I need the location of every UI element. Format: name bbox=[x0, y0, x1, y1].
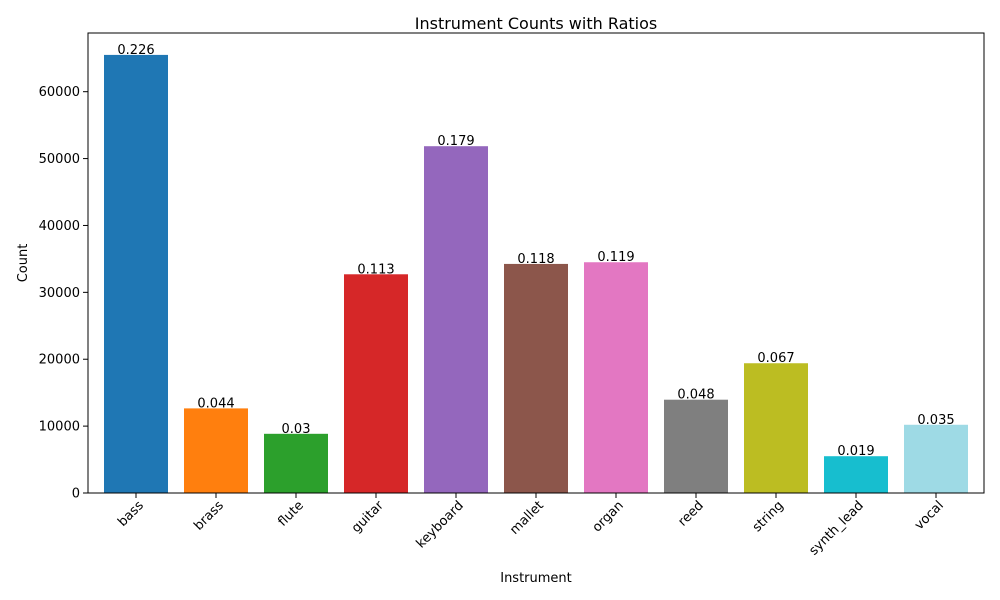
y-tick-label-50000: 50000 bbox=[39, 152, 80, 167]
x-tick-label-bass: bass bbox=[115, 498, 147, 530]
bar-brass bbox=[184, 408, 248, 493]
x-tick-label-flute: flute bbox=[275, 498, 306, 529]
x-tick-label-reed: reed bbox=[675, 498, 706, 529]
bar-synth_lead bbox=[824, 456, 888, 493]
x-tick-label-keyboard: keyboard bbox=[414, 498, 467, 551]
bar-string bbox=[744, 363, 808, 493]
y-axis-title: Count bbox=[16, 244, 31, 283]
bar-label-guitar: 0.113 bbox=[357, 262, 394, 277]
y-tick-label-10000: 10000 bbox=[39, 420, 80, 435]
x-tick-label-string: string bbox=[750, 498, 787, 535]
bar-keyboard bbox=[424, 146, 488, 494]
chart-title: Instrument Counts with Ratios bbox=[415, 14, 658, 33]
bar-label-vocal: 0.035 bbox=[917, 413, 954, 428]
y-tick-label-40000: 40000 bbox=[39, 219, 80, 234]
bar-mallet bbox=[504, 263, 568, 493]
bar-label-keyboard: 0.179 bbox=[437, 134, 474, 149]
bar-vocal bbox=[904, 424, 968, 493]
bar-guitar bbox=[344, 274, 408, 493]
y-tick-label-20000: 20000 bbox=[39, 353, 80, 368]
y-tick-label-0: 0 bbox=[72, 487, 80, 502]
bar-reed bbox=[664, 399, 728, 493]
x-axis: bass brass flute guitar keyboard mallet organ r… bbox=[115, 493, 947, 559]
bar-label-brass: 0.044 bbox=[197, 396, 234, 411]
x-tick-label-vocal: vocal bbox=[912, 498, 947, 533]
bar-organ bbox=[584, 262, 648, 493]
bar-label-mallet: 0.118 bbox=[517, 252, 554, 267]
x-tick-label-brass: brass bbox=[191, 498, 227, 534]
y-axis: 0 10000 20000 30000 40000 50000 60000 bbox=[39, 85, 88, 502]
bar-label-reed: 0.048 bbox=[677, 388, 714, 403]
bar-label-organ: 0.119 bbox=[597, 250, 634, 265]
bar-label-synth_lead: 0.019 bbox=[837, 444, 874, 459]
bar-label-bass: 0.226 bbox=[117, 43, 154, 58]
x-tick-label-organ: organ bbox=[590, 498, 627, 535]
y-tick-label-30000: 30000 bbox=[39, 286, 80, 301]
plot-area: 0.226 0.044 0.03 0.113 0.179 0.118 0.119 0.048 0… bbox=[104, 43, 968, 494]
x-tick-label-guitar: guitar bbox=[349, 498, 387, 536]
bar-label-flute: 0.03 bbox=[282, 422, 311, 437]
y-tick-label-60000: 60000 bbox=[39, 85, 80, 100]
bar-flute bbox=[264, 433, 328, 493]
x-tick-label-synth_lead: synth_lead bbox=[806, 498, 866, 558]
bar-label-string: 0.067 bbox=[757, 351, 794, 366]
x-tick-label-mallet: mallet bbox=[507, 498, 547, 538]
bar-bass bbox=[104, 54, 168, 494]
x-axis-title: Instrument bbox=[500, 571, 572, 586]
